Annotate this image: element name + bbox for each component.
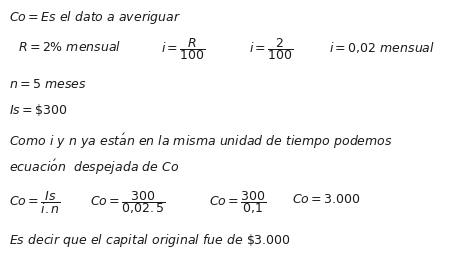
Text: $ecuaci\acute{o}n\ \ despejada\ de\ Co$: $ecuaci\acute{o}n\ \ despejada\ de\ Co$ [9,158,179,177]
Text: $n = 5\ meses$: $n = 5\ meses$ [9,78,86,91]
Text: $i = 0{,}02\ mensual$: $i = 0{,}02\ mensual$ [329,40,436,55]
Text: $i = \dfrac{2}{100}$: $i = \dfrac{2}{100}$ [249,36,293,62]
Text: $Co = 3.000$: $Co = 3.000$ [292,193,360,206]
Text: $Is = \$300$: $Is = \$300$ [9,102,67,118]
Text: $R = 2\%\ mensual$: $R = 2\%\ mensual$ [18,40,121,54]
Text: $Co = \dfrac{300}{0{,}02{.}5}$: $Co = \dfrac{300}{0{,}02{.}5}$ [90,189,166,216]
Text: $Co = \dfrac{300}{0{,}1}$: $Co = \dfrac{300}{0{,}1}$ [209,189,266,216]
Text: $Co = Es\ el\ dato\ a\ averiguar$: $Co = Es\ el\ dato\ a\ averiguar$ [9,9,181,26]
Text: $Es\ decir\ que\ el\ capital\ original\ fue\ de\ \$3.000$: $Es\ decir\ que\ el\ capital\ original\ … [9,232,291,249]
Text: $Co = \dfrac{Is}{i{.}n}$: $Co = \dfrac{Is}{i{.}n}$ [9,189,60,216]
Text: $Como\ i\ y\ n\ ya\ est\acute{a}n\ en\ la\ misma\ unidad\ de\ tiempo\ podemos$: $Como\ i\ y\ n\ ya\ est\acute{a}n\ en\ l… [9,132,392,151]
Text: $i = \dfrac{R}{100}$: $i = \dfrac{R}{100}$ [161,36,206,62]
